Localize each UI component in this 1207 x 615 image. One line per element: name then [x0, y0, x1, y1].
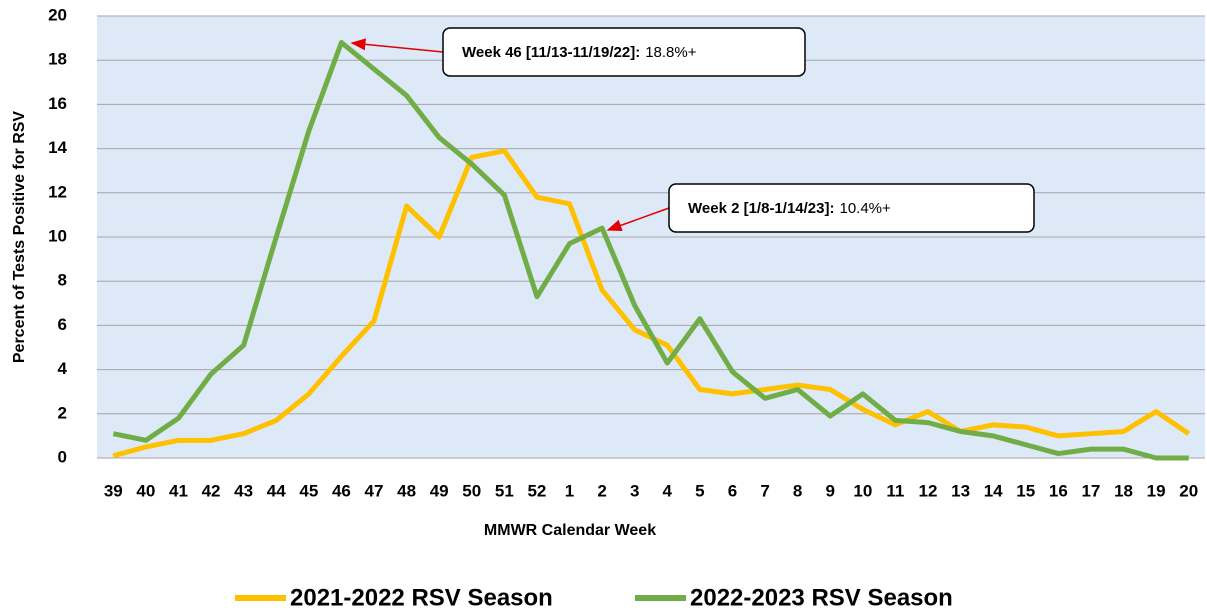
- y-axis-title: Percent of Tests Positive for RSV: [11, 111, 28, 364]
- legend-label: 2021-2022 RSV Season: [290, 584, 553, 611]
- x-tick-label: 2: [597, 481, 606, 500]
- y-tick-label: 20: [48, 5, 67, 24]
- x-tick-label: 51: [495, 481, 514, 500]
- x-tick-label: 41: [169, 481, 188, 500]
- x-tick-label: 18: [1114, 481, 1133, 500]
- x-tick-label: 13: [951, 481, 970, 500]
- y-tick-label: 16: [48, 94, 67, 113]
- annotation-value: 10.4%+: [839, 200, 891, 217]
- x-tick-label: 10: [853, 481, 872, 500]
- y-tick-label: 10: [48, 226, 67, 245]
- x-tick-label: 4: [663, 481, 673, 500]
- y-tick-label: 8: [58, 271, 67, 290]
- y-tick-label: 4: [58, 359, 68, 378]
- x-tick-label: 52: [527, 481, 546, 500]
- annotation-arrow: [350, 38, 444, 53]
- x-tick-label: 15: [1016, 481, 1035, 500]
- x-tick-label: 20: [1179, 481, 1198, 500]
- x-tick-label: 11: [886, 481, 904, 500]
- y-tick-label: 0: [58, 447, 67, 466]
- x-tick-label: 6: [728, 481, 737, 500]
- annotation-box: [668, 183, 1035, 233]
- x-tick-label: 14: [984, 481, 1003, 500]
- x-tick-label: 40: [136, 481, 155, 500]
- y-tick-label: 2: [58, 403, 67, 422]
- x-tick-label: 44: [267, 481, 286, 500]
- annotation-label: Week 2 [1/8-1/14/23]:: [688, 200, 834, 217]
- x-tick-label: 12: [919, 481, 938, 500]
- series-line: [112, 40, 1189, 461]
- legend-label: 2022-2023 RSV Season: [690, 584, 953, 611]
- x-tick-label: 45: [299, 481, 318, 500]
- annotation-label: Week 46 [11/13-11/19/22]:: [462, 44, 640, 61]
- x-tick-label: 3: [630, 481, 639, 500]
- y-tick-label: 18: [48, 50, 67, 69]
- x-tick-label: 42: [202, 481, 221, 500]
- y-tick-label: 14: [48, 138, 67, 157]
- x-tick-label: 8: [793, 481, 802, 500]
- x-tick-label: 17: [1081, 481, 1100, 500]
- x-tick-label: 39: [104, 481, 123, 500]
- x-tick-label: 46: [332, 481, 351, 500]
- x-tick-label: 19: [1147, 481, 1166, 500]
- x-tick-label: 49: [430, 481, 449, 500]
- x-tick-label: 7: [760, 481, 769, 500]
- x-tick-label: 48: [397, 481, 416, 500]
- annotation-text: Week 46 [11/13-11/19/22]: 18.8%+: [462, 44, 697, 61]
- x-axis-title: MMWR Calendar Week: [484, 522, 656, 539]
- x-tick-label: 16: [1049, 481, 1068, 500]
- annotation-text: Week 2 [1/8-1/14/23]: 10.4%+: [688, 200, 891, 217]
- x-tick-label: 43: [234, 481, 253, 500]
- x-tick-label: 47: [365, 481, 384, 500]
- annotation-value: 18.8%+: [645, 44, 697, 61]
- x-tick-label: 5: [695, 481, 704, 500]
- x-tick-label: 1: [565, 481, 574, 500]
- annotation-arrow: [606, 207, 670, 232]
- y-tick-label: 6: [58, 315, 67, 334]
- y-tick-label: 12: [48, 182, 67, 201]
- x-tick-label: 9: [826, 481, 835, 500]
- annotation-box: [442, 27, 806, 77]
- x-tick-label: 50: [462, 481, 481, 500]
